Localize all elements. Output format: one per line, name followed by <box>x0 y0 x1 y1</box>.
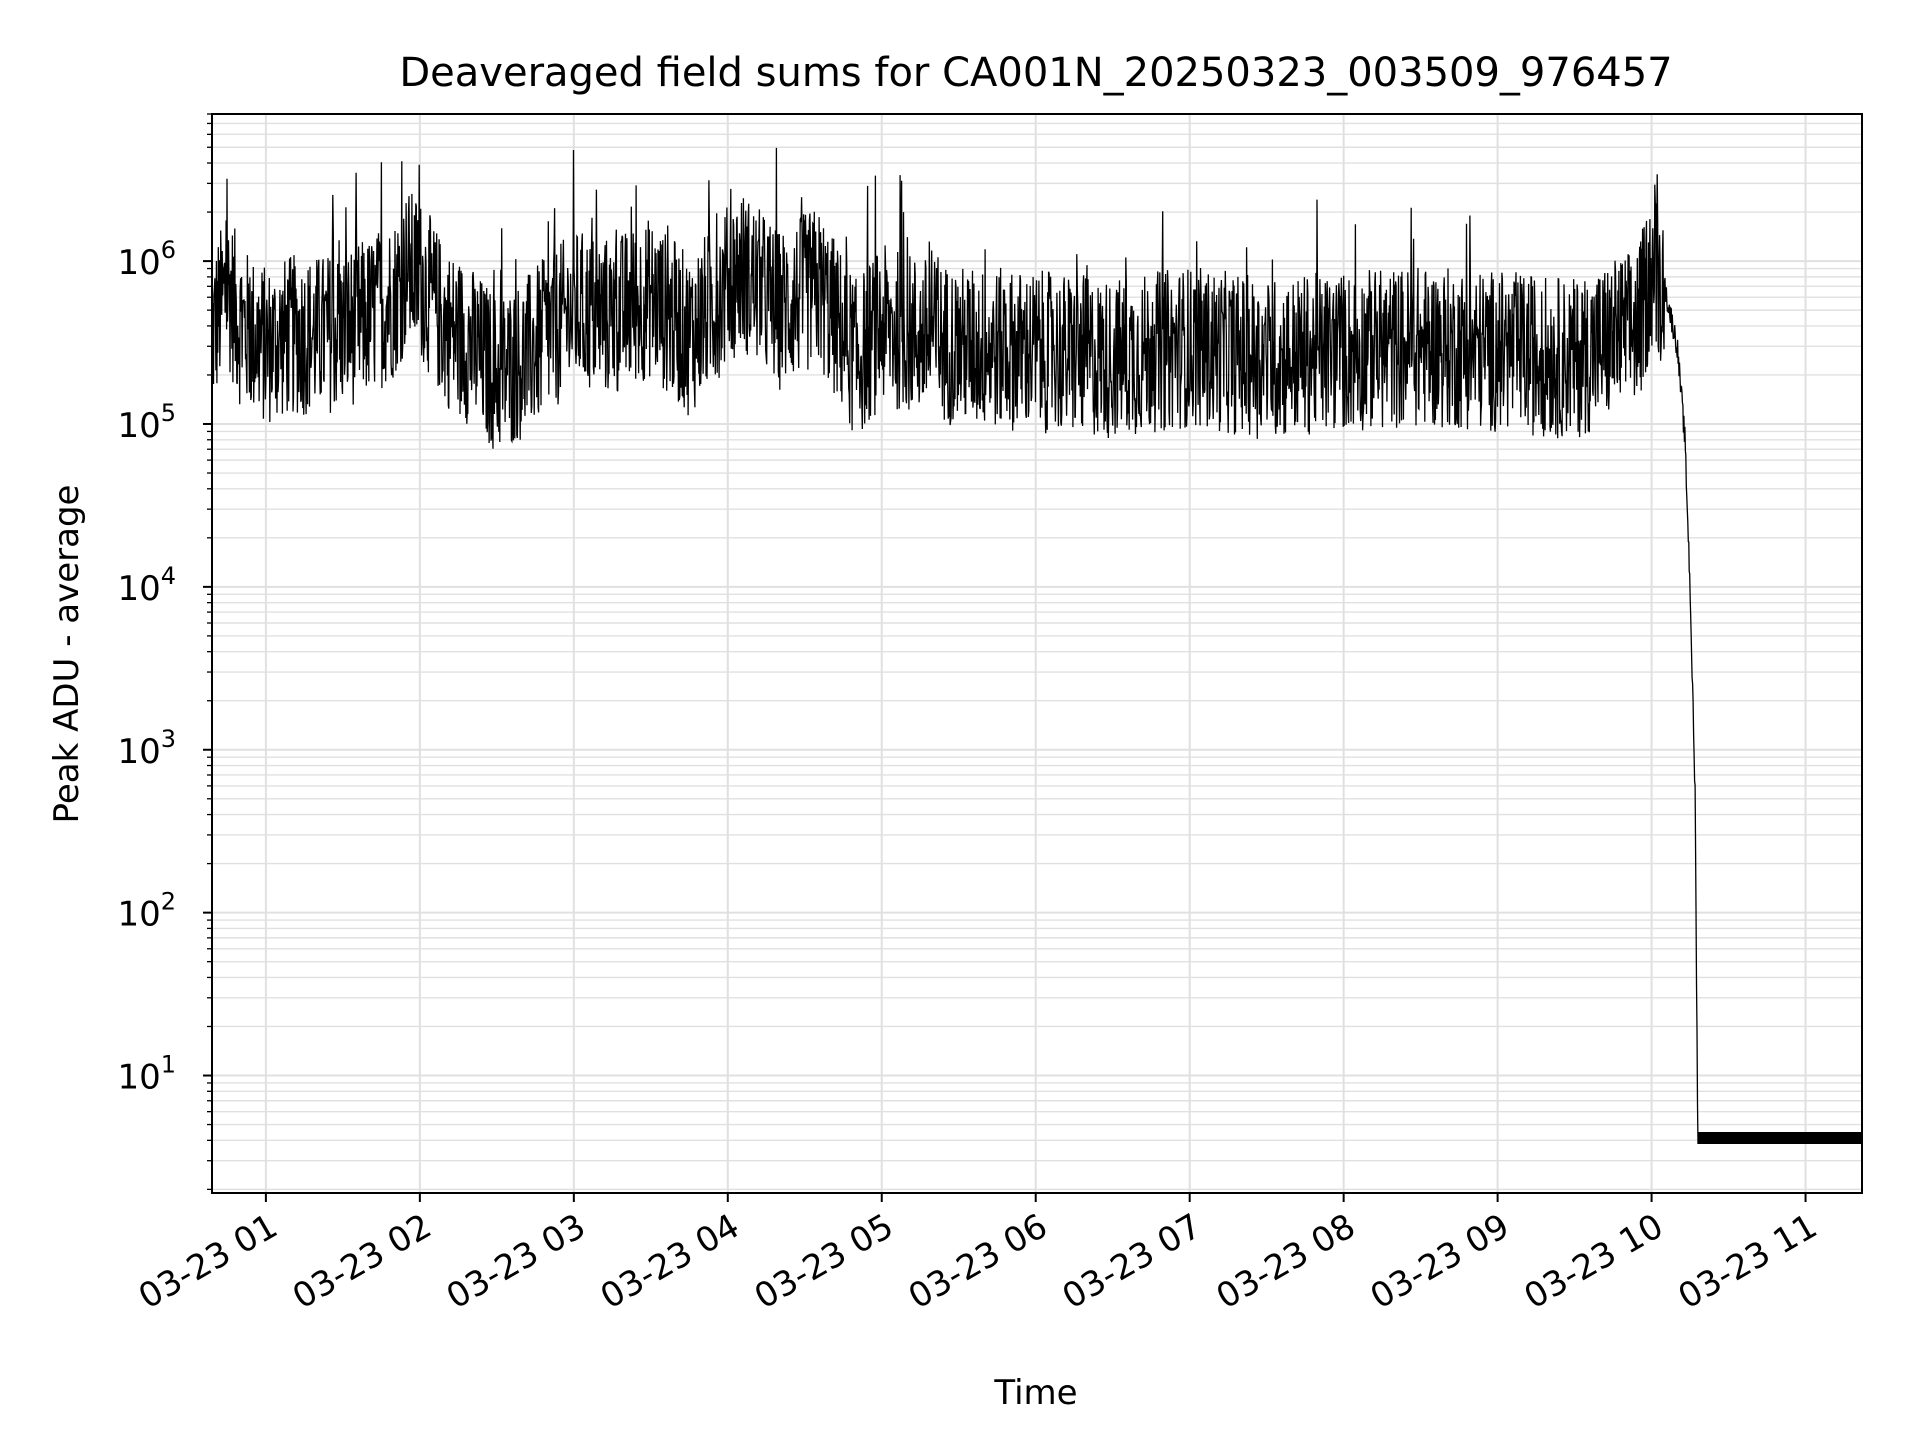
chart-title: Deaveraged field sums for CA001N_2025032… <box>399 50 1672 96</box>
y-tick-label: 104 <box>117 562 176 609</box>
x-axis-label: Time <box>993 1373 1077 1413</box>
plot-frame <box>211 113 1863 1194</box>
y-tick-label: 105 <box>117 399 176 446</box>
y-tick-label: 106 <box>117 236 176 283</box>
y-axis: 101 102 103 104 105 106 <box>117 113 212 1191</box>
y-tick-label: 102 <box>117 888 176 935</box>
series-line <box>211 147 1863 1145</box>
series-layer <box>211 147 1863 1145</box>
y-tick-label: 101 <box>117 1051 176 1098</box>
major-gridlines <box>212 114 1862 1193</box>
y-tick-label: 103 <box>117 725 176 772</box>
y-axis-label: Peak ADU - average <box>47 485 87 824</box>
